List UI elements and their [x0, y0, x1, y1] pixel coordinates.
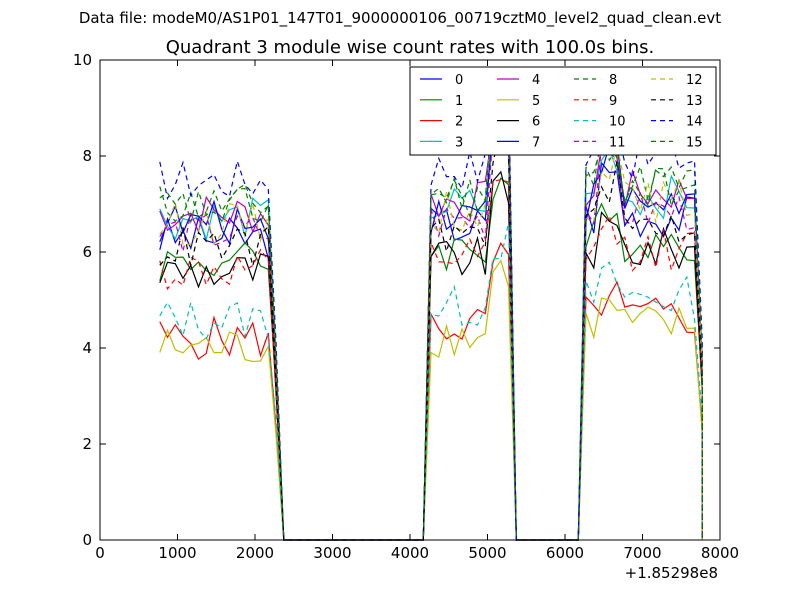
legend-label: 2 [455, 115, 463, 130]
series-line-2 [159, 242, 703, 541]
legend-label: 3 [455, 135, 463, 150]
legend-label: 9 [609, 94, 617, 109]
series-line-0 [159, 122, 703, 541]
y-tick-label: 2 [82, 435, 92, 453]
x-offset-label: +1.85298e8 [625, 564, 718, 582]
legend-box [409, 66, 717, 156]
chart-title: Quadrant 3 module wise count rates with … [165, 37, 655, 58]
x-tick-label: 6000 [546, 544, 584, 562]
legend-label: 4 [532, 73, 540, 88]
plot-lines [159, 75, 703, 541]
legend-label: 0 [455, 73, 463, 88]
series-line-13 [159, 125, 703, 541]
x-tick-label: 0 [95, 544, 105, 562]
legend-label: 1 [455, 94, 463, 109]
figure-suptitle: Data file: modeM0/AS1P01_147T01_90000001… [78, 9, 722, 27]
series-line-15 [159, 94, 703, 541]
series-line-12 [159, 108, 703, 541]
legend-label: 8 [609, 73, 617, 88]
y-tick-label: 4 [82, 339, 92, 357]
legend-label: 5 [532, 94, 540, 109]
legend-label: 7 [532, 135, 540, 150]
legend-label: 12 [686, 73, 703, 88]
x-tick-label: 4000 [391, 544, 429, 562]
series-line-11 [159, 132, 703, 541]
y-tick-label: 10 [73, 51, 92, 69]
y-tick-label: 0 [82, 531, 92, 549]
x-tick-label: 2000 [236, 544, 274, 562]
x-tick-label: 3000 [313, 544, 351, 562]
series-line-4 [159, 91, 703, 541]
series-line-14 [159, 75, 703, 541]
legend-label: 15 [686, 135, 703, 150]
series-line-10 [159, 223, 703, 541]
x-tick-label: 7000 [623, 544, 661, 562]
y-tick-label: 6 [82, 243, 92, 261]
legend-label: 11 [609, 135, 626, 150]
y-tick-label: 8 [82, 147, 92, 165]
series-line-9 [159, 178, 703, 541]
series-line-5 [159, 259, 703, 541]
series-line-8 [159, 97, 703, 541]
series-line-7 [159, 122, 703, 541]
x-tick-label: 8000 [701, 544, 739, 562]
legend-label: 10 [609, 115, 626, 130]
legend-label: 6 [532, 115, 540, 130]
x-axis: 0 1000 2000 3000 4000 5000 6000 7000 8000 [95, 60, 739, 562]
legend-label: 13 [686, 94, 703, 109]
legend-label: 14 [686, 115, 703, 130]
x-tick-label: 5000 [468, 544, 506, 562]
x-tick-label: 1000 [158, 544, 196, 562]
